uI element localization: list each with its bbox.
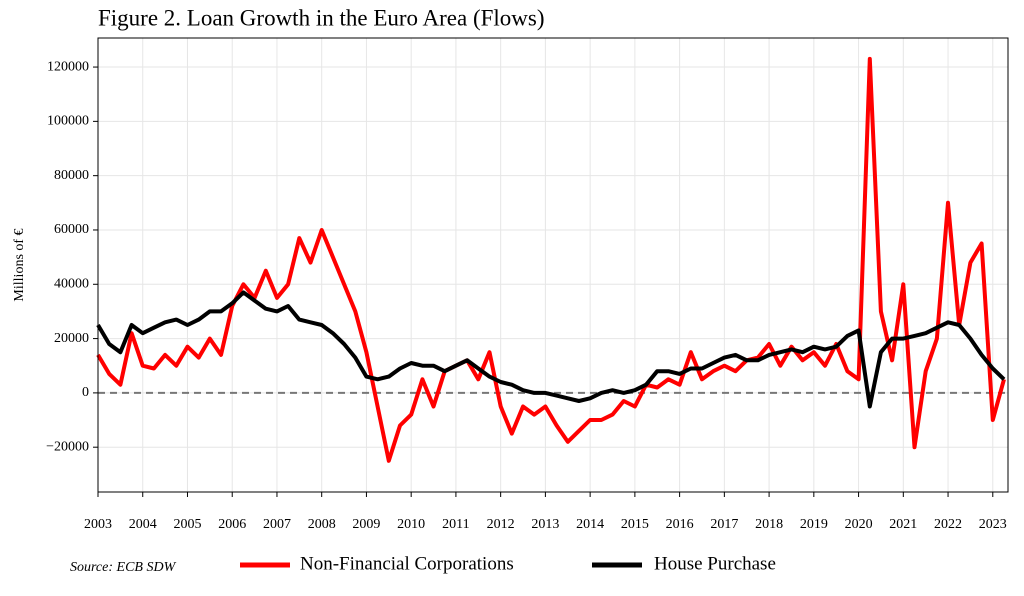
x-tick-label: 2004 — [129, 517, 157, 532]
x-tick-label: 2019 — [800, 517, 828, 532]
series-line — [96, 56, 1006, 463]
x-tick-label: 2008 — [308, 517, 336, 532]
y-tick-label: 20000 — [54, 331, 89, 346]
x-tick-label: 2023 — [979, 517, 1007, 532]
source-note: Source: ECB SDW — [70, 560, 177, 575]
x-tick-label: 2013 — [531, 517, 559, 532]
x-tick-label: 2005 — [173, 517, 201, 532]
chart-title: Figure 2. Loan Growth in the Euro Area (… — [98, 5, 545, 30]
x-tick-label: 2021 — [889, 517, 917, 532]
y-tick-label: 100000 — [47, 114, 89, 129]
legend-label: House Purchase — [654, 553, 776, 574]
y-tick-label: 40000 — [54, 276, 89, 291]
y-axis-label: Millions of € — [12, 228, 27, 301]
x-tick-label: 2007 — [263, 517, 291, 532]
x-tick-label: 2006 — [218, 517, 246, 532]
series-line — [96, 290, 1006, 409]
x-tick-label: 2003 — [84, 517, 112, 532]
x-tick-label: 2022 — [934, 517, 962, 532]
x-tick-label: 2018 — [755, 517, 783, 532]
y-tick-label: 0 — [82, 385, 89, 400]
x-tick-label: 2020 — [845, 517, 873, 532]
x-tick-label: 2010 — [397, 517, 425, 532]
y-tick-label: 120000 — [47, 59, 89, 74]
y-tick-label: −20000 — [46, 439, 89, 454]
y-tick-label: 60000 — [54, 222, 89, 237]
x-tick-label: 2015 — [621, 517, 649, 532]
x-tick-label: 2009 — [352, 517, 380, 532]
y-tick-label: 80000 — [54, 168, 89, 183]
plot-frame — [97, 37, 1009, 493]
legend-label: Non-Financial Corporations — [300, 553, 514, 574]
x-tick-label: 2017 — [710, 517, 738, 532]
x-tick-label: 2016 — [666, 517, 694, 532]
x-tick-label: 2011 — [442, 517, 469, 532]
x-tick-label: 2014 — [576, 517, 604, 532]
x-tick-label: 2012 — [487, 517, 515, 532]
